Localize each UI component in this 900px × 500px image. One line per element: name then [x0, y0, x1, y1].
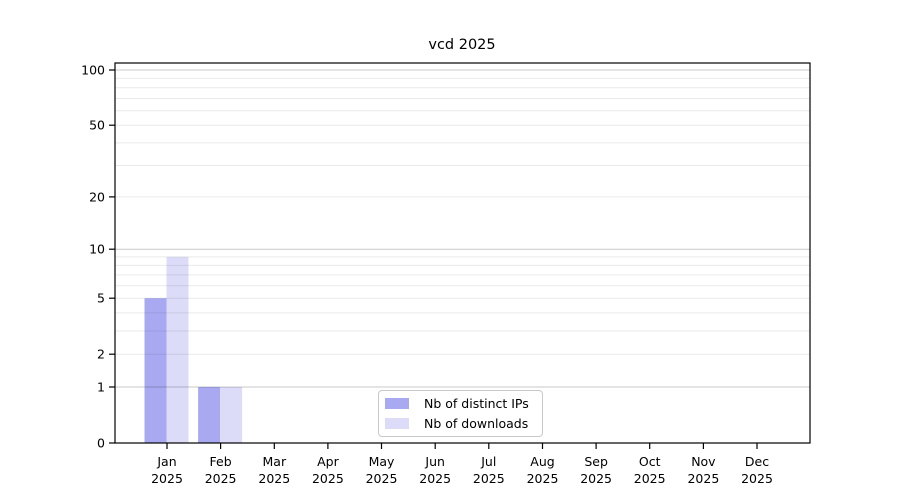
x-tick-label-year: 2025 [527, 471, 559, 486]
legend-swatch-downloads [385, 418, 409, 429]
bar-feb-distinct-ips [198, 387, 221, 443]
x-tick-label-month: Mar [263, 454, 287, 469]
x-tick-label-month: Dec [745, 454, 769, 469]
x-tick-label-year: 2025 [258, 471, 290, 486]
bars [144, 256, 243, 443]
x-tick-label-year: 2025 [580, 471, 612, 486]
bar-feb-downloads [220, 387, 243, 443]
x-axis: Jan 2025 Feb 2025 Mar 2025 Apr 2025 May 2025 Jun 20… [151, 443, 773, 486]
plot-border [114, 62, 811, 444]
x-tick-label-month: Feb [210, 454, 232, 469]
x-tick-label-year: 2025 [741, 471, 773, 486]
x-tick-label-year: 2025 [419, 471, 451, 486]
chart-title: vcd 2025 [428, 37, 496, 53]
x-tick-label-month: Oct [639, 454, 661, 469]
x-tick-label-month: Sep [584, 454, 608, 469]
x-tick-label-year: 2025 [687, 471, 719, 486]
x-tick-label-month: Nov [691, 454, 716, 469]
x-tick-label-month: May [369, 454, 395, 469]
x-tick-label-month: Jul [480, 454, 496, 469]
bar-jan-distinct-ips [144, 298, 167, 443]
y-tick-label: 20 [89, 189, 105, 204]
y-tick-label: 10 [89, 242, 105, 257]
x-tick-label-month: Jun [424, 454, 445, 469]
x-tick-label-year: 2025 [151, 471, 183, 486]
spines [114, 62, 811, 444]
gridlines [115, 69, 810, 388]
x-tick-label-year: 2025 [205, 471, 237, 486]
legend-entry-downloads: Nb of downloads [385, 414, 542, 433]
y-tick-label: 5 [97, 291, 105, 306]
y-tick-label: 100 [81, 63, 105, 78]
legend-entry-distinct-ips: Nb of distinct IPs [385, 394, 542, 413]
y-tick-label: 1 [97, 380, 105, 395]
y-tick-label: 0 [97, 436, 105, 451]
y-tick-label: 2 [97, 347, 105, 362]
legend-label-distinct-ips: Nb of distinct IPs [424, 395, 529, 411]
x-tick-label-year: 2025 [634, 471, 666, 486]
x-tick-label-year: 2025 [312, 471, 344, 486]
legend-swatch-distinct-ips [385, 398, 409, 409]
legend-label-downloads: Nb of downloads [424, 415, 529, 431]
x-tick-label-month: Jan [156, 454, 176, 469]
x-tick-label-year: 2025 [366, 471, 398, 486]
y-axis: 0 1 2 5 10 20 50 100 [81, 63, 115, 451]
x-tick-label-year: 2025 [473, 471, 505, 486]
x-tick-label-month: Aug [530, 454, 554, 469]
legend: Nb of distinct IPs Nb of downloads [378, 390, 543, 437]
x-tick-label-month: Apr [317, 454, 339, 469]
bar-jan-downloads [166, 256, 189, 443]
y-tick-label: 50 [89, 118, 105, 133]
